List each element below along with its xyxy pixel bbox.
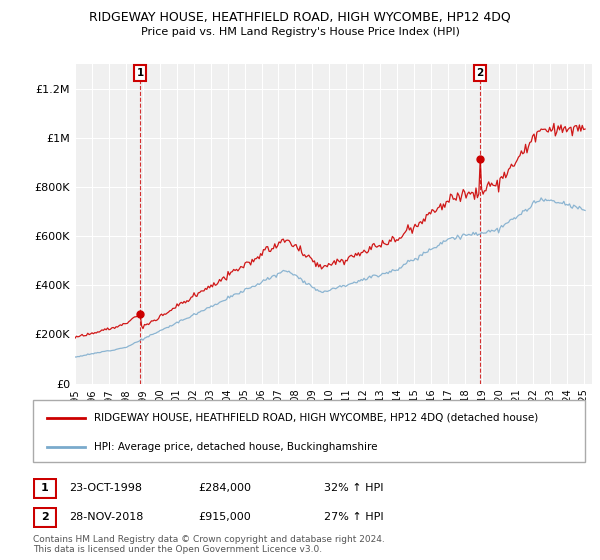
Text: 2: 2 (41, 512, 49, 522)
Text: 23-OCT-1998: 23-OCT-1998 (69, 483, 142, 493)
FancyBboxPatch shape (33, 400, 585, 462)
Text: £284,000: £284,000 (198, 483, 251, 493)
Text: 27% ↑ HPI: 27% ↑ HPI (324, 512, 383, 522)
Text: RIDGEWAY HOUSE, HEATHFIELD ROAD, HIGH WYCOMBE, HP12 4DQ (detached house): RIDGEWAY HOUSE, HEATHFIELD ROAD, HIGH WY… (94, 413, 538, 423)
Text: 1: 1 (41, 483, 49, 493)
FancyBboxPatch shape (34, 508, 56, 527)
Text: 28-NOV-2018: 28-NOV-2018 (69, 512, 143, 522)
Text: 2: 2 (476, 68, 484, 78)
Text: Price paid vs. HM Land Registry's House Price Index (HPI): Price paid vs. HM Land Registry's House … (140, 27, 460, 37)
FancyBboxPatch shape (34, 479, 56, 498)
Text: 32% ↑ HPI: 32% ↑ HPI (324, 483, 383, 493)
Text: Contains HM Land Registry data © Crown copyright and database right 2024.
This d: Contains HM Land Registry data © Crown c… (33, 535, 385, 554)
Text: RIDGEWAY HOUSE, HEATHFIELD ROAD, HIGH WYCOMBE, HP12 4DQ: RIDGEWAY HOUSE, HEATHFIELD ROAD, HIGH WY… (89, 10, 511, 23)
Text: £915,000: £915,000 (198, 512, 251, 522)
Text: HPI: Average price, detached house, Buckinghamshire: HPI: Average price, detached house, Buck… (94, 442, 377, 451)
Text: 1: 1 (137, 68, 144, 78)
